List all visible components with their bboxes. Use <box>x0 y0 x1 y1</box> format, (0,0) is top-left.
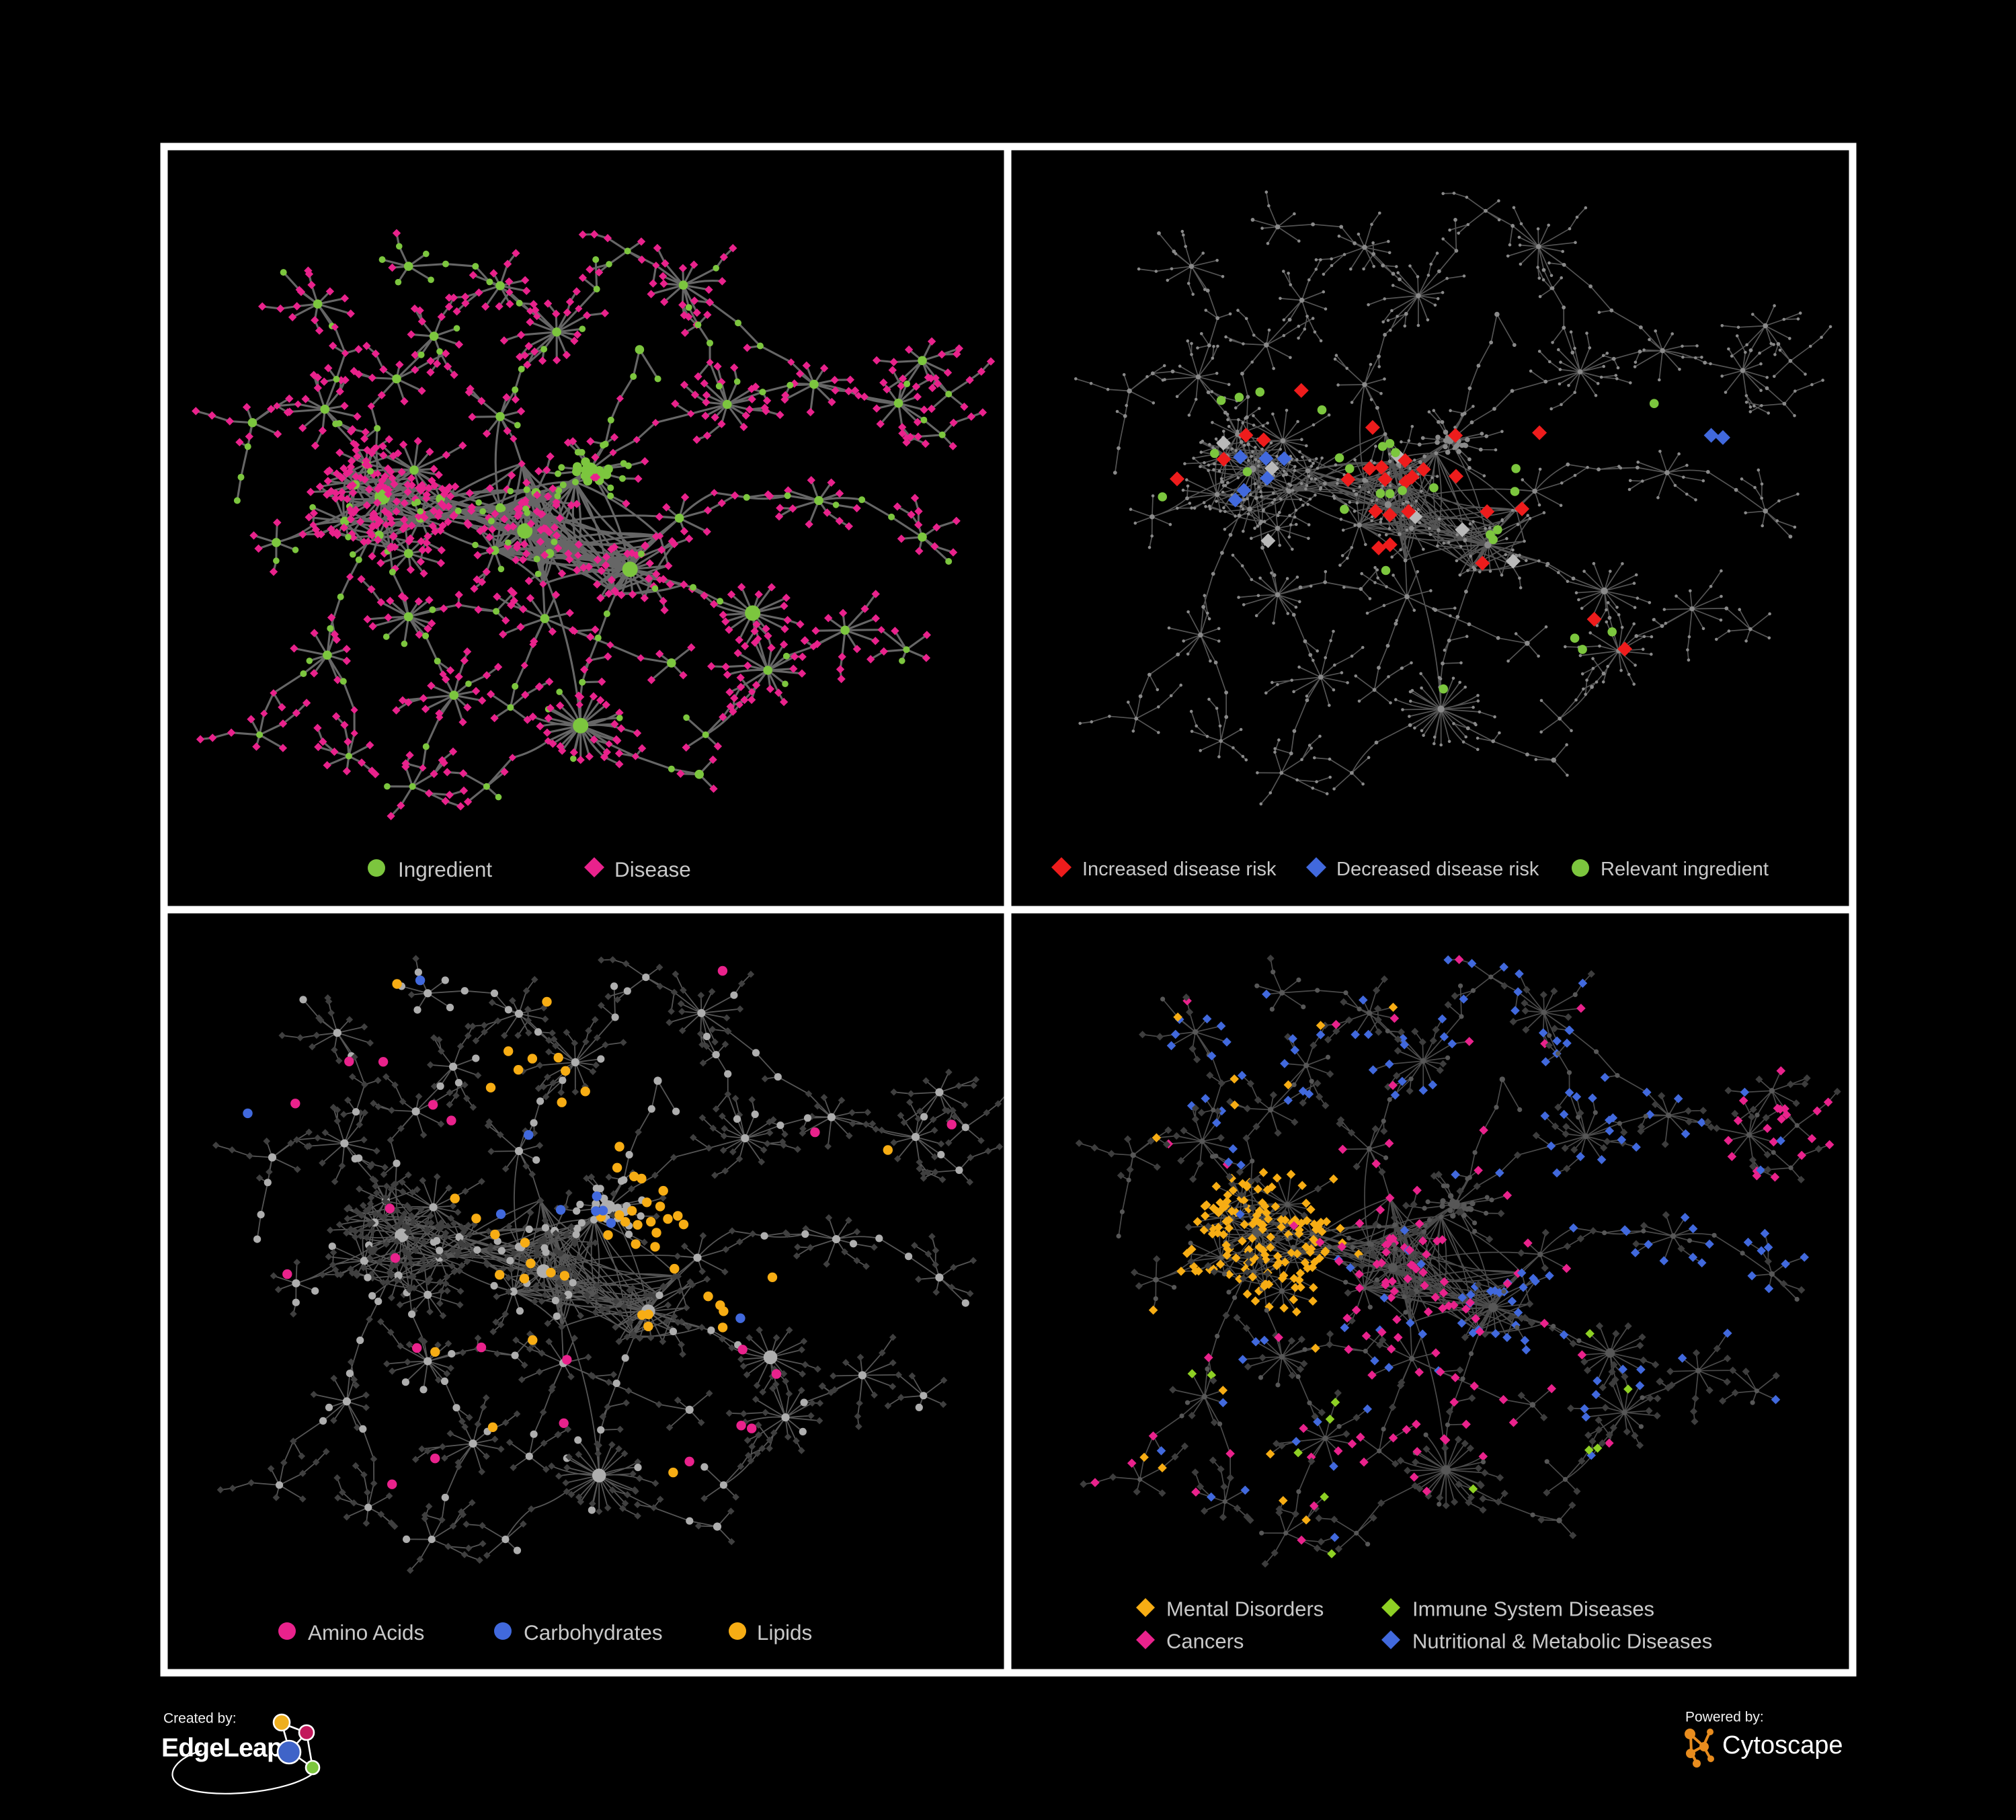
svg-text:Cancers: Cancers <box>1166 1630 1244 1653</box>
svg-text:Mental Disorders: Mental Disorders <box>1166 1597 1324 1621</box>
svg-text:Increased disease risk: Increased disease risk <box>1082 859 1277 880</box>
svg-text:Created by:: Created by: <box>163 1711 237 1727</box>
svg-text:Decreased disease risk: Decreased disease risk <box>1336 859 1539 880</box>
svg-text:Nutritional & Metabolic Diseas: Nutritional & Metabolic Diseases <box>1412 1630 1712 1653</box>
svg-text:Immune System Diseases: Immune System Diseases <box>1412 1597 1654 1621</box>
svg-text:Ingredient: Ingredient <box>398 857 492 881</box>
svg-text:Relevant ingredient: Relevant ingredient <box>1601 859 1769 880</box>
svg-text:Powered by:: Powered by: <box>1685 1710 1764 1725</box>
svg-text:Amino Acids: Amino Acids <box>308 1620 424 1645</box>
svg-text:Carbohydrates: Carbohydrates <box>524 1620 663 1645</box>
svg-text:Lipids: Lipids <box>757 1620 812 1645</box>
svg-text:Cytoscape: Cytoscape <box>1722 1731 1843 1759</box>
svg-text:Disease: Disease <box>614 857 691 881</box>
svg-text:EdgeLeap: EdgeLeap <box>161 1734 282 1763</box>
